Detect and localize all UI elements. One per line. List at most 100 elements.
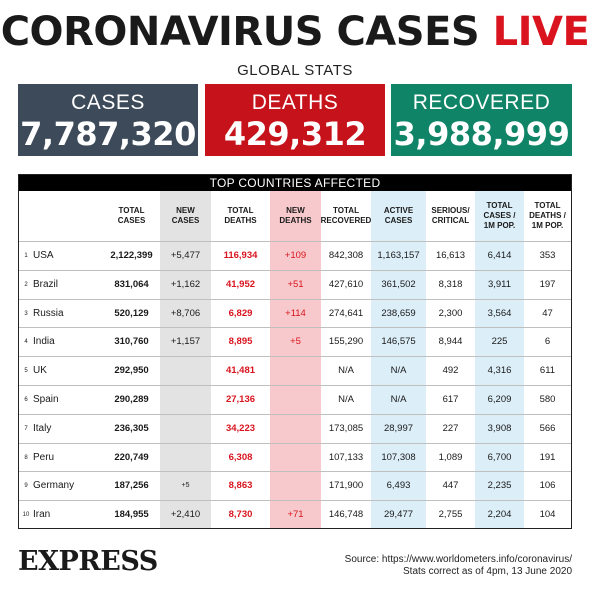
cell-new-deaths: +5 xyxy=(290,336,301,348)
countries-table: TOP COUNTRIES AFFECTED TOTAL CASES NEW CASE… xyxy=(18,174,572,529)
cell-total-cases: 184,955 xyxy=(114,509,149,521)
cell-deaths-1m: 191 xyxy=(539,451,556,463)
cell-deaths-1m: 106 xyxy=(539,480,556,492)
cell-total-deaths: 41,952 xyxy=(225,278,256,290)
cell-new-deaths xyxy=(270,472,321,500)
cell-total-deaths: 34,223 xyxy=(225,422,256,434)
cell-total-deaths: 41,481 xyxy=(225,365,256,377)
cell-serious: 492 xyxy=(442,365,459,377)
cell-active: 107,308 xyxy=(381,451,416,463)
cell-deaths-1m: 611 xyxy=(539,365,556,377)
table-row: 7 Italy 236,305 34,223 173,085 28,997 227 3,908… xyxy=(19,413,571,443)
cell-total-deaths: 6,308 xyxy=(228,451,253,463)
cell-new-deaths xyxy=(270,444,321,472)
row-rank: 1 xyxy=(24,253,28,259)
cell-cases-1m: 6,209 xyxy=(487,394,512,405)
cell-total-cases: 236,305 xyxy=(114,422,149,434)
column-header: TOTAL DEATHS xyxy=(224,206,257,225)
cell-total-deaths: 27,136 xyxy=(225,394,256,405)
country-name: Spain xyxy=(33,394,59,405)
table-row: 3 Russia 520,129 +8,706 6,829 +114 274,641 238,… xyxy=(19,298,571,328)
cell-new-deaths xyxy=(270,415,321,443)
cell-cases-1m: 3,908 xyxy=(487,422,512,434)
cases-panel: CASES 7,787,320 xyxy=(18,84,198,156)
cell-active: 1,163,157 xyxy=(377,250,420,261)
country-name: India xyxy=(33,336,55,348)
cell-new-cases: +1,157 xyxy=(170,336,201,348)
cell-cases-1m: 4,316 xyxy=(487,365,512,377)
cell-new-cases xyxy=(160,444,211,472)
cell-new-cases: +1,162 xyxy=(170,278,201,290)
row-rank: 4 xyxy=(24,339,28,346)
deaths-panel: DEATHS 429,312 xyxy=(205,84,385,156)
row-rank: 5 xyxy=(24,368,28,375)
column-header: TOTAL DEATHS /1M POP. xyxy=(529,201,566,230)
cell-recovered: 155,290 xyxy=(328,336,364,348)
cell-deaths-1m: 566 xyxy=(539,422,556,434)
cell-total-cases: 831,064 xyxy=(114,278,149,290)
cell-cases-1m: 3,911 xyxy=(487,278,512,290)
country-name: Brazil xyxy=(33,278,59,290)
cell-recovered: 842,308 xyxy=(328,250,364,261)
cell-total-deaths: 116,934 xyxy=(223,250,258,261)
table-row: 5 UK 292,950 41,481 N/A N/A 492 4,316 611 xyxy=(19,356,571,385)
cell-total-deaths: 8,895 xyxy=(228,336,253,348)
cell-cases-1m: 2,235 xyxy=(487,480,512,492)
table-row: 4 India 310,760 +1,157 8,895 +5 155,290 146,575… xyxy=(19,327,571,356)
cell-total-cases: 292,950 xyxy=(114,365,149,377)
source-url: Source: https://www.worldometers.info/co… xyxy=(344,554,572,565)
source-note: Source: https://www.worldometers.info/co… xyxy=(345,554,572,578)
country-name: UK xyxy=(33,365,47,377)
express-logo: EXPRESS xyxy=(18,546,158,577)
cell-new-deaths: +51 xyxy=(287,278,304,290)
cell-serious: 1,089 xyxy=(438,451,463,463)
cell-new-cases: +8,706 xyxy=(170,307,201,319)
column-header: TOTAL CASES /1M POP. xyxy=(483,201,516,230)
cell-serious: 2,755 xyxy=(438,509,463,521)
column-header: TOTAL CASES xyxy=(117,206,146,225)
cell-recovered: 107,133 xyxy=(328,451,364,463)
cell-recovered: 146,748 xyxy=(328,509,364,521)
deaths-label: DEATHS xyxy=(251,91,339,114)
cell-active: 29,477 xyxy=(383,509,414,521)
row-rank: 9 xyxy=(24,483,28,490)
cell-total-cases: 520,129 xyxy=(114,307,149,319)
cell-serious: 8,944 xyxy=(438,336,463,348)
cell-new-deaths xyxy=(270,357,321,385)
cell-new-cases: +5,477 xyxy=(170,250,201,261)
table-row: 8 Peru 220,749 6,308 107,133 107,308 1,089 6,70… xyxy=(19,442,571,472)
row-rank: 2 xyxy=(24,281,28,288)
cell-cases-1m: 6,414 xyxy=(487,250,512,261)
cell-new-cases xyxy=(160,386,211,414)
cell-active: 6,493 xyxy=(386,480,411,492)
global-stats-heading: GLOBAL STATS xyxy=(237,62,353,79)
recovered-panel: RECOVERED 3,988,999 xyxy=(391,84,572,156)
column-header: SERIOUS/CRITICAL xyxy=(431,206,470,225)
cell-serious: 227 xyxy=(442,422,459,434)
row-rank: 7 xyxy=(24,425,28,432)
cell-active: N/A xyxy=(390,394,407,405)
cell-total-cases: 220,749 xyxy=(114,451,149,463)
cell-total-cases: 2,122,399 xyxy=(110,250,153,261)
cell-active: 28,997 xyxy=(383,422,414,434)
column-header: TOTAL RECOVERED xyxy=(320,206,372,225)
table-row: 2 Brazil 831,064 +1,162 41,952 +51 427,610 361,… xyxy=(19,269,571,299)
title-live: LIVE xyxy=(492,9,590,55)
cell-recovered: 427,610 xyxy=(328,278,364,290)
cell-new-deaths xyxy=(270,386,321,414)
cell-recovered: N/A xyxy=(338,365,354,377)
cell-deaths-1m: 6 xyxy=(544,336,551,348)
page-title: CORONAVIRUS CASES LIVE xyxy=(0,8,590,56)
cell-serious: 8,318 xyxy=(438,278,463,290)
cell-new-deaths: +71 xyxy=(287,509,304,521)
cell-active: 361,502 xyxy=(381,278,416,290)
deaths-value: 429,312 xyxy=(223,115,367,153)
cell-deaths-1m: 47 xyxy=(542,307,553,319)
recovered-value: 3,988,999 xyxy=(393,115,570,153)
cell-total-deaths: 8,730 xyxy=(228,509,253,521)
cell-active: 238,659 xyxy=(381,307,416,319)
cases-value: 7,787,320 xyxy=(20,115,196,153)
cell-deaths-1m: 104 xyxy=(539,509,556,521)
cases-label: CASES xyxy=(71,91,145,114)
cell-serious: 617 xyxy=(442,394,459,405)
